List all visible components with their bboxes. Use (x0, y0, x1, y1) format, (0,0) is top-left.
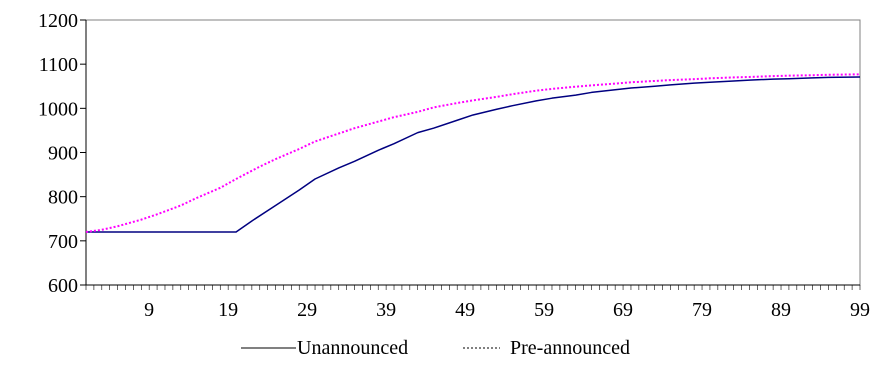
y-tick-label: 1200 (38, 10, 78, 32)
series-line-unannounced (86, 76, 861, 233)
y-tick-label: 700 (48, 231, 78, 253)
y-tick-label: 1100 (39, 54, 78, 76)
x-tick-label: 59 (534, 299, 554, 321)
plot-area-border (85, 19, 861, 286)
x-tick-label: 69 (613, 299, 633, 321)
y-tick-label: 800 (48, 187, 78, 209)
x-tick-label: 9 (144, 299, 154, 321)
x-tick-label: 89 (771, 299, 791, 321)
x-tick-label: 99 (850, 299, 870, 321)
x-tick-label: 49 (455, 299, 475, 321)
x-tick-label: 39 (376, 299, 396, 321)
legend-label-unannounced: Unannounced (297, 337, 408, 359)
legend-label-pre-announced: Pre-announced (510, 337, 630, 359)
x-tick-label: 19 (218, 299, 238, 321)
y-tick-label: 1000 (38, 98, 78, 120)
x-tick-label: 79 (692, 299, 712, 321)
y-tick-label: 600 (48, 275, 78, 297)
series-line-pre-announced (85, 73, 861, 233)
x-tick-label: 29 (297, 299, 317, 321)
y-tick-label: 900 (48, 143, 78, 165)
